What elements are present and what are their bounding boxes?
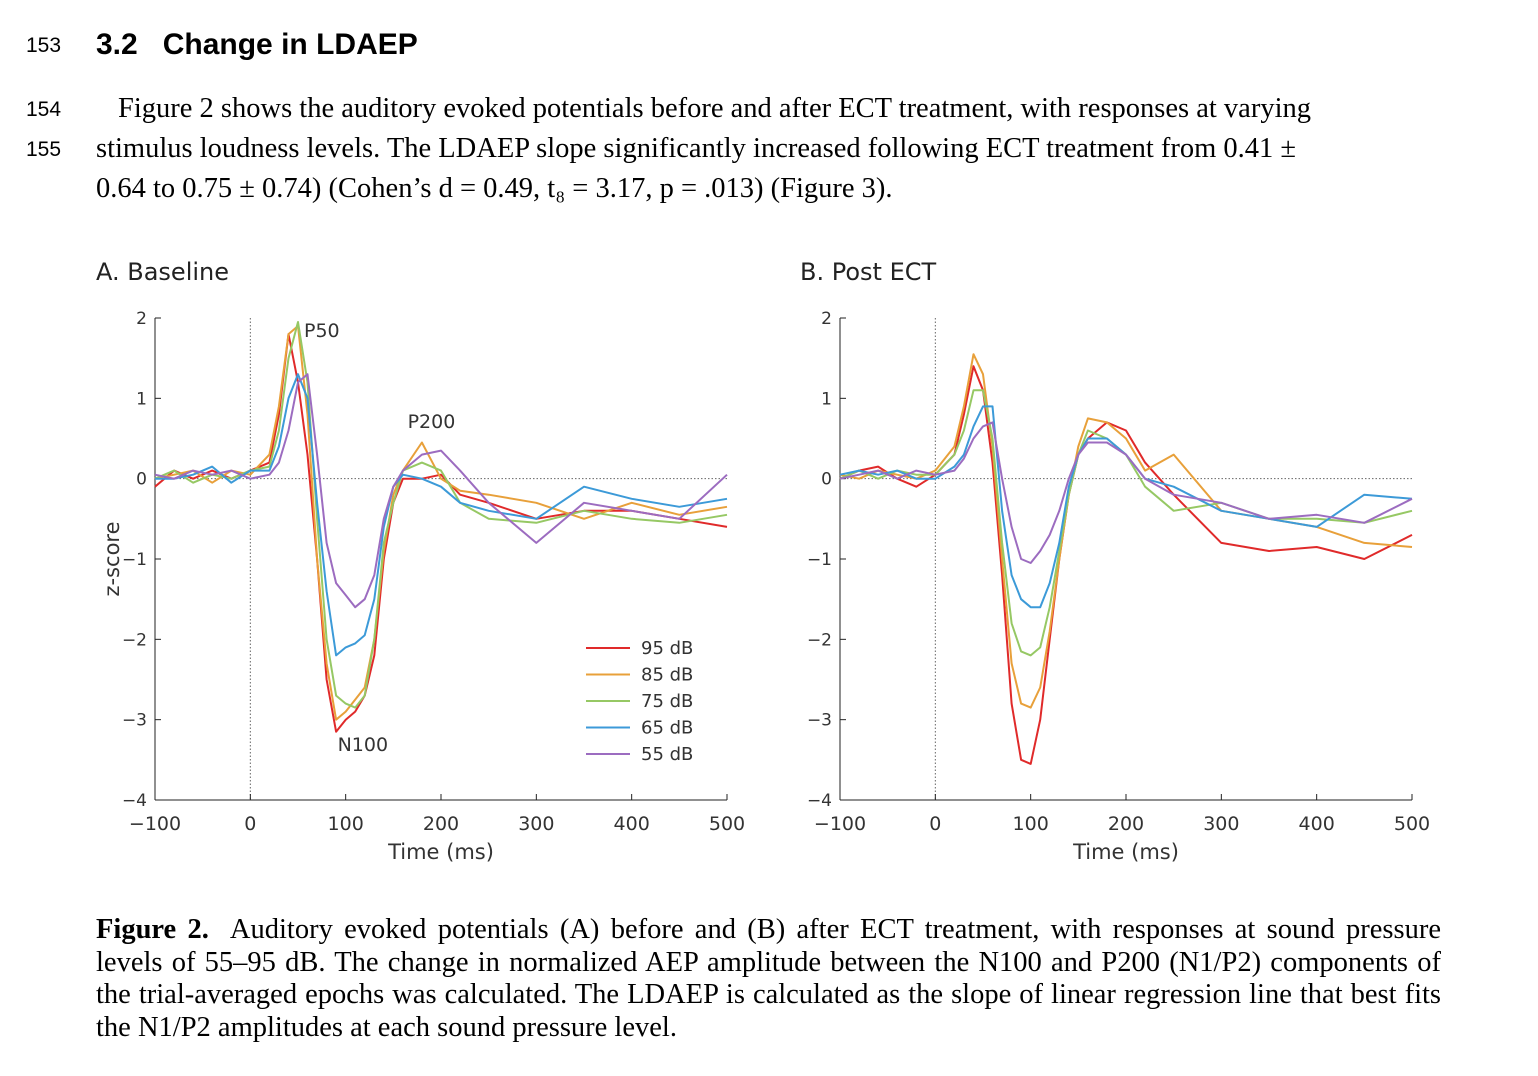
x-tick-label: 200 bbox=[1108, 813, 1144, 835]
y-tick-label: −1 bbox=[807, 550, 832, 570]
peak-annotation: N100 bbox=[338, 734, 388, 756]
y-tick-label: 1 bbox=[821, 389, 832, 409]
x-tick-label: 500 bbox=[1394, 813, 1430, 835]
x-axis-label: Time (ms) bbox=[387, 840, 494, 864]
y-tick-label: −3 bbox=[122, 711, 147, 731]
panel-a-title: A. Baseline bbox=[96, 258, 230, 286]
y-tick-label: 2 bbox=[821, 309, 832, 329]
series-line-85-dB bbox=[154, 325, 728, 721]
series-line-55-dB bbox=[839, 421, 1413, 564]
x-tick-label: 300 bbox=[518, 813, 554, 835]
x-axis-label: Time (ms) bbox=[1072, 840, 1179, 864]
x-tick-label: −100 bbox=[129, 813, 181, 835]
chart-panel-1: −4 −3 −2 −1 0 1 2 −100 0 100 200 300 400 500 Time (ms) bbox=[807, 309, 1430, 864]
series-line-65-dB bbox=[155, 373, 728, 657]
y-tick-label: −4 bbox=[122, 791, 147, 811]
x-tick-label: −100 bbox=[814, 813, 866, 835]
y-tick-label: −1 bbox=[122, 550, 147, 570]
line-number: 153 bbox=[26, 34, 62, 57]
y-tick-label: −2 bbox=[807, 630, 832, 650]
legend-label: 65 dB bbox=[641, 718, 693, 739]
x-tick-label: 100 bbox=[328, 813, 364, 835]
section-number: 3.2 bbox=[96, 28, 138, 61]
x-tick-label: 0 bbox=[929, 813, 941, 835]
x-tick-label: 400 bbox=[1299, 813, 1335, 835]
y-tick-label: 1 bbox=[136, 389, 147, 409]
chart-panel-0: −4 −3 −2 −1 0 1 2 −100 0 100 200 300 400 500 Time (ms)… bbox=[100, 309, 745, 864]
legend-label: 55 dB bbox=[641, 744, 693, 765]
x-tick-label: 200 bbox=[423, 813, 459, 835]
x-tick-label: 400 bbox=[614, 813, 650, 835]
x-tick-label: 100 bbox=[1013, 813, 1049, 835]
paragraph-line-2: stimulus loudness levels. The LDAEP slop… bbox=[96, 133, 1297, 164]
series-line-65-dB bbox=[839, 405, 1413, 609]
x-tick-label: 300 bbox=[1203, 813, 1239, 835]
legend-label: 95 dB bbox=[641, 638, 693, 659]
line-number: 155 bbox=[26, 138, 62, 161]
y-tick-label: −3 bbox=[807, 711, 832, 731]
series-line-55-dB bbox=[154, 373, 728, 609]
caption-text: Auditory evoked potentials (A) before an… bbox=[96, 914, 1441, 1043]
section-title: Change in LDAEP bbox=[162, 28, 418, 61]
series-line-85-dB bbox=[839, 353, 1413, 709]
legend-label: 85 dB bbox=[641, 665, 693, 686]
paragraph-line-3: 0.64 to 0.75 ± 0.74) (Cohen’s d = 0.49, … bbox=[96, 173, 893, 204]
panel-b-title: B. Post ECT bbox=[800, 258, 937, 286]
peak-annotation: P50 bbox=[304, 320, 340, 342]
y-axis-label: z-score bbox=[100, 521, 124, 596]
y-tick-label: 0 bbox=[136, 470, 147, 490]
y-tick-label: 0 bbox=[821, 470, 832, 490]
y-tick-label: 2 bbox=[136, 309, 147, 329]
figure-caption: Figure 2. Auditory evoked potentials (A)… bbox=[96, 914, 1441, 1044]
line-number: 154 bbox=[26, 98, 62, 121]
section-heading: 3.2 Change in LDAEP bbox=[96, 28, 418, 62]
peak-annotation: P200 bbox=[408, 411, 456, 433]
x-tick-label: 0 bbox=[244, 813, 256, 835]
x-tick-label: 500 bbox=[709, 813, 745, 835]
y-tick-label: −2 bbox=[122, 630, 147, 650]
legend-label: 75 dB bbox=[641, 691, 693, 712]
y-tick-label: −4 bbox=[807, 791, 832, 811]
series-line-95-dB bbox=[839, 365, 1413, 765]
paragraph-line-1: Figure 2 shows the auditory evoked poten… bbox=[118, 93, 1311, 124]
caption-label: Figure 2. bbox=[96, 914, 209, 945]
